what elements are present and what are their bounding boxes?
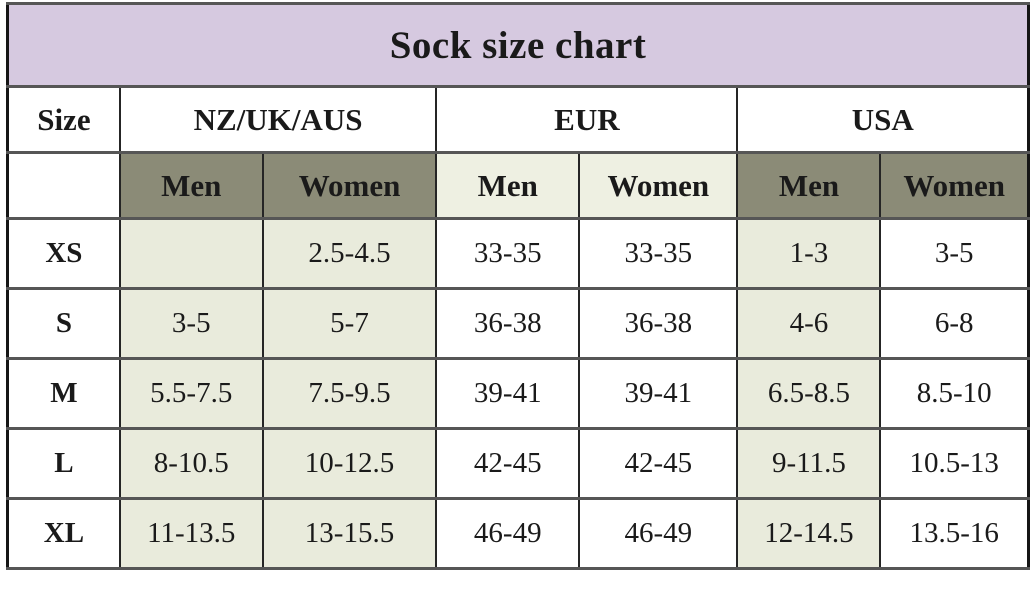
gender-header-row: Men Women Men Women Men Women <box>6 151 1030 220</box>
header-nz-women: Women <box>261 151 438 220</box>
region-header-row: Size NZ/UK/AUS EUR USA <box>6 85 1030 154</box>
table-row-xl: XL 11-13.5 13-15.5 46-49 46-49 12-14.5 1… <box>6 497 1030 570</box>
value-cell-usa-women: 3-5 <box>879 217 1030 290</box>
empty-corner-cell <box>6 151 121 220</box>
header-eur-men: Men <box>435 151 581 220</box>
value-cell-nz-men: 3-5 <box>118 287 264 360</box>
header-usa-men: Men <box>736 151 882 220</box>
value-cell-usa-men: 9-11.5 <box>736 427 882 500</box>
value-cell-eur-men: 36-38 <box>435 287 581 360</box>
title-row: Sock size chart <box>6 2 1030 88</box>
value-cell-eur-men: 42-45 <box>435 427 581 500</box>
value-cell-eur-women: 33-35 <box>578 217 739 290</box>
value-cell-eur-men: 46-49 <box>435 497 581 570</box>
value-cell-nz-women: 2.5-4.5 <box>261 217 438 290</box>
size-label: L <box>6 427 121 500</box>
header-nz-men: Men <box>118 151 264 220</box>
size-label: M <box>6 357 121 430</box>
header-usa-women: Women <box>879 151 1030 220</box>
value-cell-nz-men: 11-13.5 <box>118 497 264 570</box>
size-column-header: Size <box>6 85 121 154</box>
value-cell-usa-women: 8.5-10 <box>879 357 1030 430</box>
value-cell-nz-women: 5-7 <box>261 287 438 360</box>
value-cell-eur-women: 46-49 <box>578 497 739 570</box>
size-label: XS <box>6 217 121 290</box>
value-cell-usa-men: 6.5-8.5 <box>736 357 882 430</box>
page-title: Sock size chart <box>6 2 1030 88</box>
sock-size-table: Sock size chart Size NZ/UK/AUS EUR USA M… <box>6 2 1030 570</box>
region-header-nz-uk-aus: NZ/UK/AUS <box>118 85 438 154</box>
value-cell-nz-women: 13-15.5 <box>261 497 438 570</box>
value-cell-nz-men <box>118 217 264 290</box>
value-cell-nz-women: 7.5-9.5 <box>261 357 438 430</box>
value-cell-usa-men: 4-6 <box>736 287 882 360</box>
table-row-m: M 5.5-7.5 7.5-9.5 39-41 39-41 6.5-8.5 8.… <box>6 357 1030 430</box>
value-cell-usa-women: 6-8 <box>879 287 1030 360</box>
region-header-usa: USA <box>736 85 1030 154</box>
size-label: S <box>6 287 121 360</box>
value-cell-nz-men: 5.5-7.5 <box>118 357 264 430</box>
value-cell-eur-men: 33-35 <box>435 217 581 290</box>
value-cell-nz-men: 8-10.5 <box>118 427 264 500</box>
value-cell-nz-women: 10-12.5 <box>261 427 438 500</box>
value-cell-usa-men: 1-3 <box>736 217 882 290</box>
size-label: XL <box>6 497 121 570</box>
table-row-l: L 8-10.5 10-12.5 42-45 42-45 9-11.5 10.5… <box>6 427 1030 500</box>
table-row-xs: XS 2.5-4.5 33-35 33-35 1-3 3-5 <box>6 217 1030 290</box>
value-cell-usa-women: 10.5-13 <box>879 427 1030 500</box>
value-cell-eur-women: 42-45 <box>578 427 739 500</box>
table-row-s: S 3-5 5-7 36-38 36-38 4-6 6-8 <box>6 287 1030 360</box>
value-cell-eur-women: 39-41 <box>578 357 739 430</box>
header-eur-women: Women <box>578 151 739 220</box>
value-cell-usa-men: 12-14.5 <box>736 497 882 570</box>
value-cell-usa-women: 13.5-16 <box>879 497 1030 570</box>
region-header-eur: EUR <box>435 85 739 154</box>
value-cell-eur-men: 39-41 <box>435 357 581 430</box>
value-cell-eur-women: 36-38 <box>578 287 739 360</box>
